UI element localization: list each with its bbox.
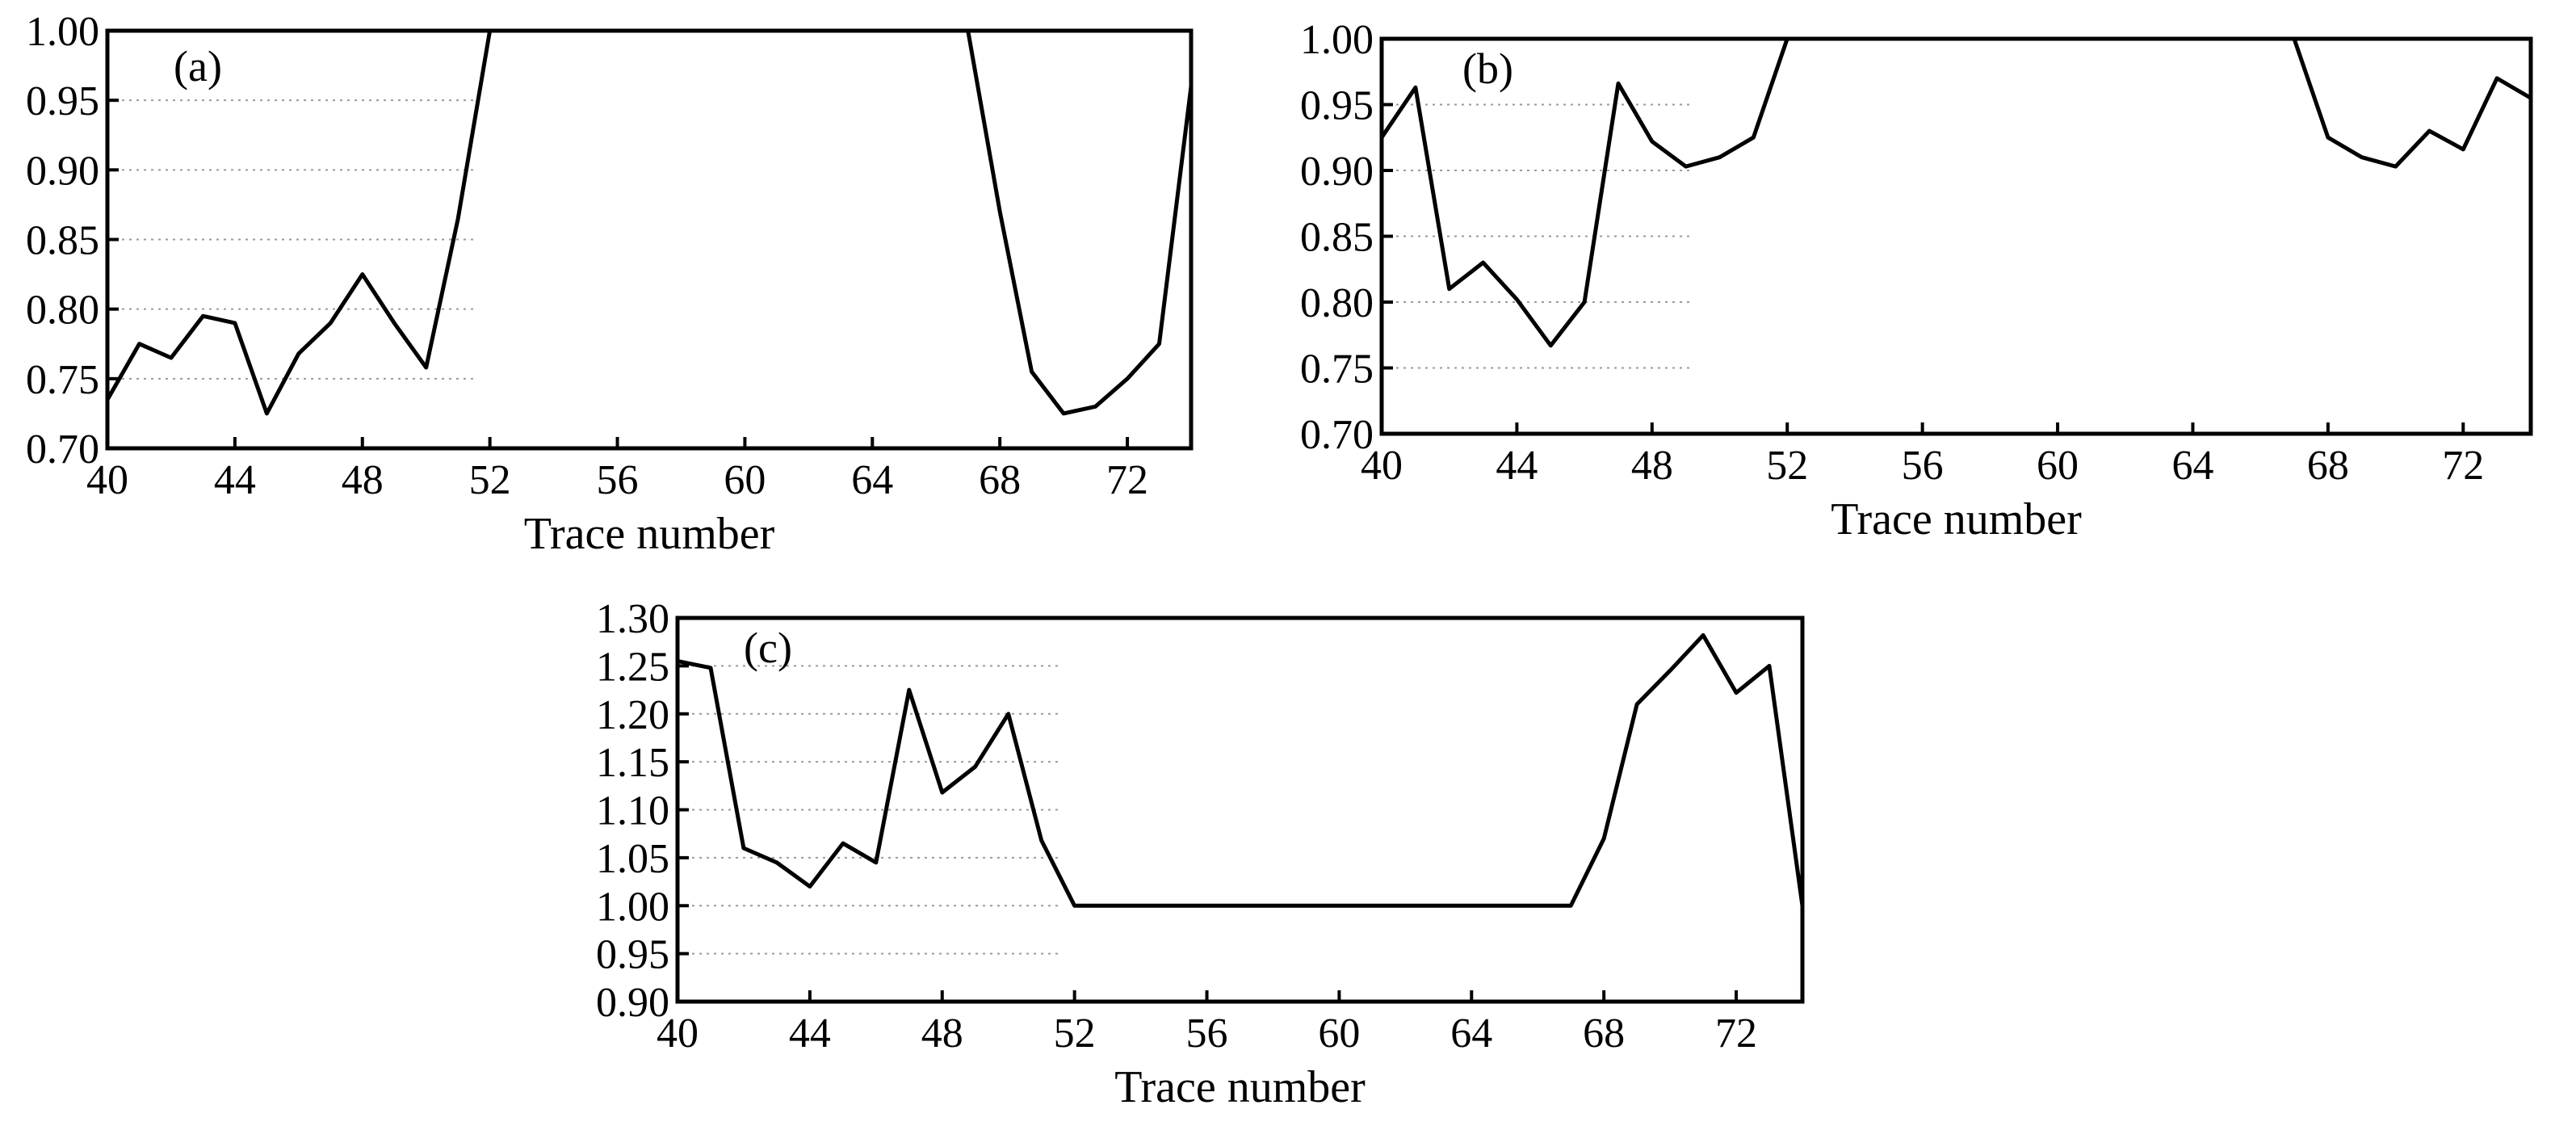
panel-c: 0.900.951.001.051.101.151.201.251.30 40 44… [596,596,1805,1112]
y-tick-label: 0.85 [26,218,99,264]
x-tick-label: 68 [1583,1010,1625,1057]
x-tick-label: 60 [2037,443,2079,489]
y-tick-label: 0.80 [26,288,99,334]
x-tick-label: 56 [597,457,639,503]
x-tick-label: 56 [1186,1010,1228,1057]
plot-frame [1379,36,2533,436]
x-tick-label: 56 [1902,443,1944,489]
y-tick-label: 0.70 [26,426,99,473]
y-tick-label: 1.30 [596,596,669,642]
y-tick-label: 0.70 [1300,412,1374,458]
x-tick-label: 72 [1715,1010,1757,1057]
panel-a: 0.70 0.75 0.80 0.85 0.90 0.95 1.00 40 44 48 52 56 60… [26,9,1194,559]
x-tick-label: 44 [214,457,256,503]
y-tick-label: 0.95 [1300,83,1374,129]
y-tick-label: 1.10 [596,788,669,834]
x-tick-label: 40 [86,457,128,503]
y-tick-label: 0.85 [1300,215,1374,261]
x-tick-label: 64 [2171,443,2213,489]
x-tick-label: 44 [789,1010,831,1057]
x-tick-label: 52 [1766,443,1808,489]
y-tick-label: 1.20 [596,692,669,738]
y-tick-label: 0.90 [1300,149,1374,195]
x-tick-label: 64 [851,457,893,503]
y-tick-label: 1.15 [596,740,669,786]
x-tick-label: 44 [1496,443,1538,489]
x-tick-label: 60 [724,457,766,503]
y-tick-label: 0.75 [26,357,99,403]
y-tick-label: 0.90 [596,980,669,1026]
y-tick-label: 1.00 [1300,17,1374,63]
x-tick-label: 52 [1054,1010,1096,1057]
panel-label: (a) [174,42,222,90]
x-tick-label: 72 [2442,443,2484,489]
x-tick-label: 60 [1318,1010,1360,1057]
x-axis-title: Trace number [524,509,775,559]
x-tick-label: 64 [1450,1010,1492,1057]
x-tick-label: 68 [979,457,1021,503]
y-tick-label: 0.90 [26,148,99,194]
y-tick-label: 0.95 [596,932,669,978]
x-tick-label: 40 [657,1010,699,1057]
x-tick-label: 40 [1361,443,1403,489]
x-tick-label: 72 [1106,457,1148,503]
y-tick-label: 1.00 [596,884,669,930]
x-tick-label: 48 [1631,443,1673,489]
x-tick-label: 48 [921,1010,963,1057]
y-tick-label: 0.75 [1300,347,1374,393]
series-line [105,28,1194,416]
x-tick-label: 52 [469,457,511,503]
y-tick-label: 0.95 [26,78,99,124]
plot-frame [105,28,1194,451]
x-tick-label: 48 [342,457,384,503]
series-line [1379,36,2532,348]
series-line [677,632,1805,908]
y-tick-label: 1.25 [596,644,669,690]
panel-label: (c) [744,624,792,672]
y-tick-label: 1.05 [596,836,669,882]
panel-b: 0.70 0.75 0.80 0.85 0.90 0.95 1.00 40 44 48 52 56 60… [1300,17,2533,544]
x-axis-title: Trace number [1114,1062,1366,1112]
y-tick-label: 0.80 [1300,280,1374,326]
panel-label: (b) [1462,44,1513,93]
x-axis-title: Trace number [1831,494,2082,544]
x-tick-label: 68 [2307,443,2349,489]
y-tick-label: 1.00 [26,9,99,55]
